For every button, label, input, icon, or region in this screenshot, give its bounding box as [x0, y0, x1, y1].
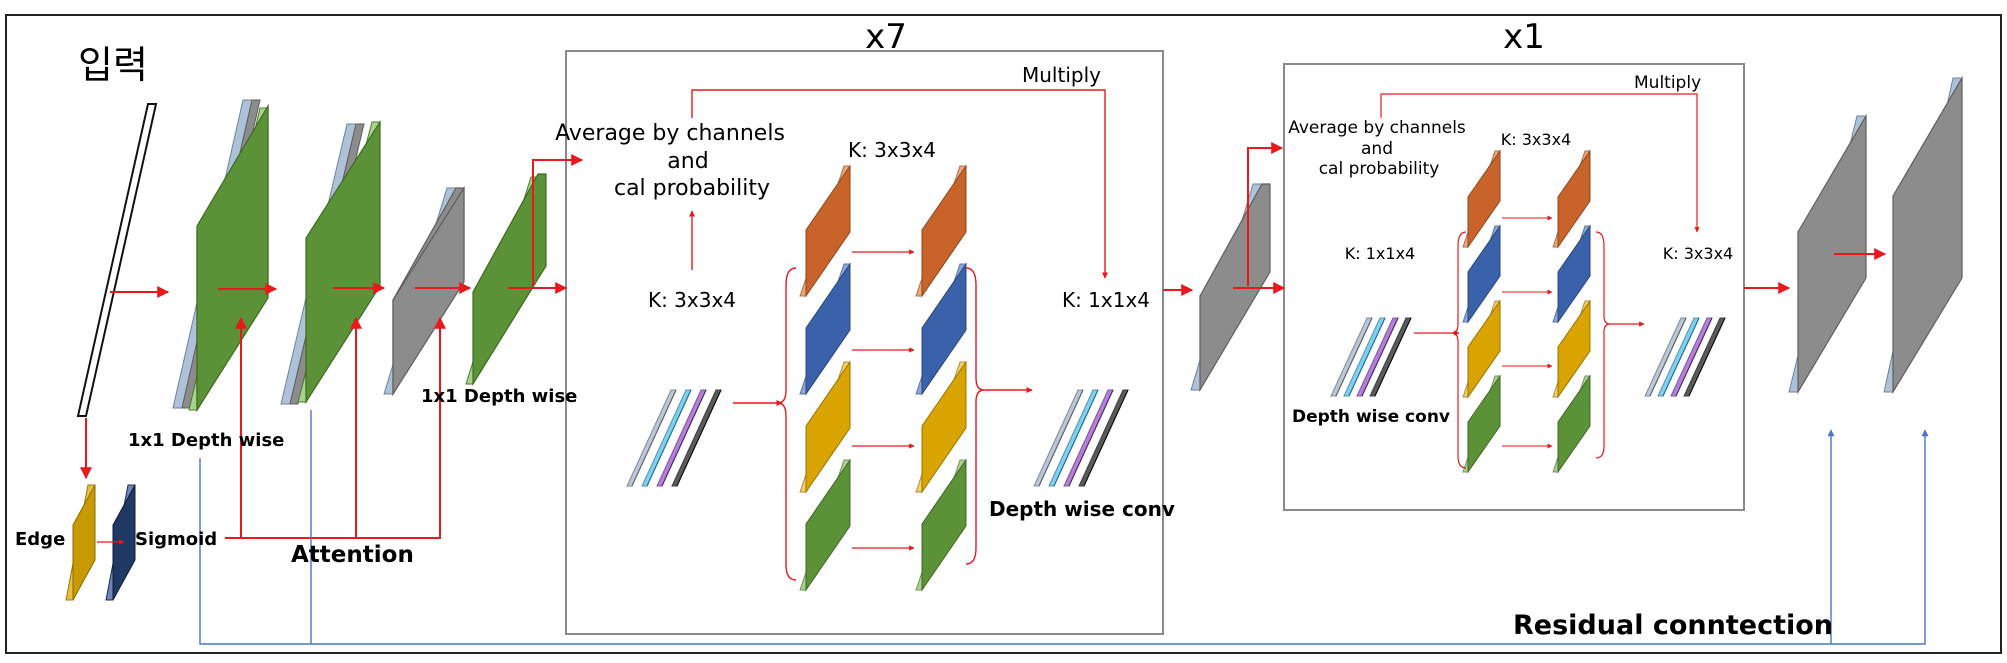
depthwise-1x1-label-a: 1x1 Depth wise [128, 430, 284, 451]
multiply-label-x7: Multiply [1022, 63, 1101, 87]
kernel-label-left-x1: K: 1x1x4 [1345, 244, 1415, 263]
depthwise-conv-label-x7: Depth wise conv [989, 497, 1175, 521]
x1-kernel-left [1330, 317, 1412, 397]
x1-kernel-right-face-0 [1649, 317, 1687, 397]
x7-column-b-face-3 [921, 458, 967, 592]
split-brace-x7 [777, 267, 797, 581]
x1-kernel-right [1644, 317, 1726, 397]
x1-column-a-face-3 [1467, 374, 1501, 474]
outer-frame [5, 14, 2002, 654]
residual-connection-label: Residual conntection [1513, 610, 1833, 641]
attention-arrow-to-fm3 [225, 316, 446, 539]
x1-column-a-face-1 [1467, 224, 1501, 324]
kernel-label-right-x1: K: 3x3x4 [1663, 244, 1733, 263]
x1-kernel-left-face-1 [1348, 317, 1386, 397]
avg-line1-x1: Average by channels [1288, 118, 1466, 138]
feature-map-1 [196, 103, 269, 413]
x7-column-b-face-1 [921, 262, 967, 396]
x7-column-a-face-0 [805, 164, 851, 298]
x1-column-a-face-0 [1467, 149, 1501, 249]
x7-kernel-right-face-3 [1083, 389, 1129, 487]
x1-column-a [1462, 149, 1501, 474]
x7-kernel-left-face-2 [661, 389, 707, 487]
x7-kernel-left-face-1 [646, 389, 692, 487]
merge-brace-x1 [1595, 231, 1611, 459]
x1-kernel-left-face-3 [1374, 317, 1412, 397]
x1-column-b-face-1 [1557, 224, 1591, 324]
avg-line1-x7: Average by channels [555, 121, 785, 146]
x1-kernel-left-face-0 [1335, 317, 1373, 397]
arrow-multiply-x7 [691, 89, 1109, 279]
depthwise-1x1-label-b: 1x1 Depth wise [421, 386, 577, 407]
x1-column-b-face-2 [1557, 299, 1591, 399]
x1-column-b-face-3 [1557, 374, 1591, 474]
x1-kernel-right-face-1 [1662, 317, 1700, 397]
edge-map [72, 484, 96, 601]
x7-label: x7 [865, 17, 907, 57]
x1-column-b [1552, 149, 1591, 474]
avg-line2-x7: and [667, 149, 708, 174]
x7-column-a-face-3 [805, 458, 851, 592]
x7-column-b-face-0 [921, 164, 967, 298]
kernel-label-mid-x7: K: 3x3x4 [848, 138, 936, 162]
merge-brace-x7 [965, 267, 985, 565]
x7-kernel-right-face-1 [1053, 389, 1099, 487]
x7-column-b [915, 164, 967, 592]
avg-line2-x1: and [1361, 139, 1393, 159]
x7-kernel-left-face-0 [631, 389, 677, 487]
input-label: 입력 [78, 43, 148, 87]
arrow-mid-to-avg-x1 [1247, 142, 1284, 286]
x7-kernel-right-face-2 [1068, 389, 1114, 487]
output-map-1 [1797, 113, 1867, 395]
x1-kernel-right-face-2 [1675, 317, 1713, 397]
output-map-2 [1892, 75, 1963, 395]
x7-kernel-right-face-0 [1038, 389, 1084, 487]
x1-kernel-right-face-3 [1688, 317, 1726, 397]
input-tensor-side [76, 103, 158, 417]
x7-column-b-face-2 [921, 360, 967, 494]
x1-label: x1 [1503, 17, 1545, 57]
kernel-label-right-x7: K: 1x1x4 [1062, 288, 1150, 312]
x1-kernel-left-face-2 [1361, 317, 1399, 397]
multiply-label-x1: Multiply [1634, 73, 1701, 93]
depthwise-conv-label-x1: Depth wise conv [1292, 407, 1450, 427]
avg-line3-x7: cal probability [614, 176, 770, 201]
x7-column-a-face-2 [805, 360, 851, 494]
x7-column-a [799, 164, 851, 592]
x7-column-a-face-1 [805, 262, 851, 396]
kernel-label-mid-x1: K: 3x3x4 [1501, 130, 1571, 149]
x7-kernel-left [626, 389, 722, 487]
sigmoid-label: Sigmoid [135, 529, 217, 550]
residual-path-outer [199, 429, 1929, 645]
avg-line3-x1: cal probability [1319, 159, 1440, 179]
kernel-label-left-x7: K: 3x3x4 [648, 288, 736, 312]
edge-label: Edge [15, 529, 65, 550]
x1-column-b-face-0 [1557, 149, 1591, 249]
x7-kernel-left-face-3 [676, 389, 722, 487]
arrow-fm4-to-avg [532, 154, 584, 286]
x7-kernel-right [1033, 389, 1129, 487]
block-x7-box [565, 50, 1164, 635]
feature-map-3-face [392, 185, 465, 397]
split-brace-x1 [1451, 231, 1467, 469]
x1-column-a-face-2 [1467, 299, 1501, 399]
attention-label: Attention [291, 542, 414, 568]
arrows-group [80, 89, 1929, 645]
feature-map-4 [472, 173, 547, 387]
layers-group [65, 75, 1963, 601]
arrow-multiply-x1 [1380, 93, 1700, 233]
